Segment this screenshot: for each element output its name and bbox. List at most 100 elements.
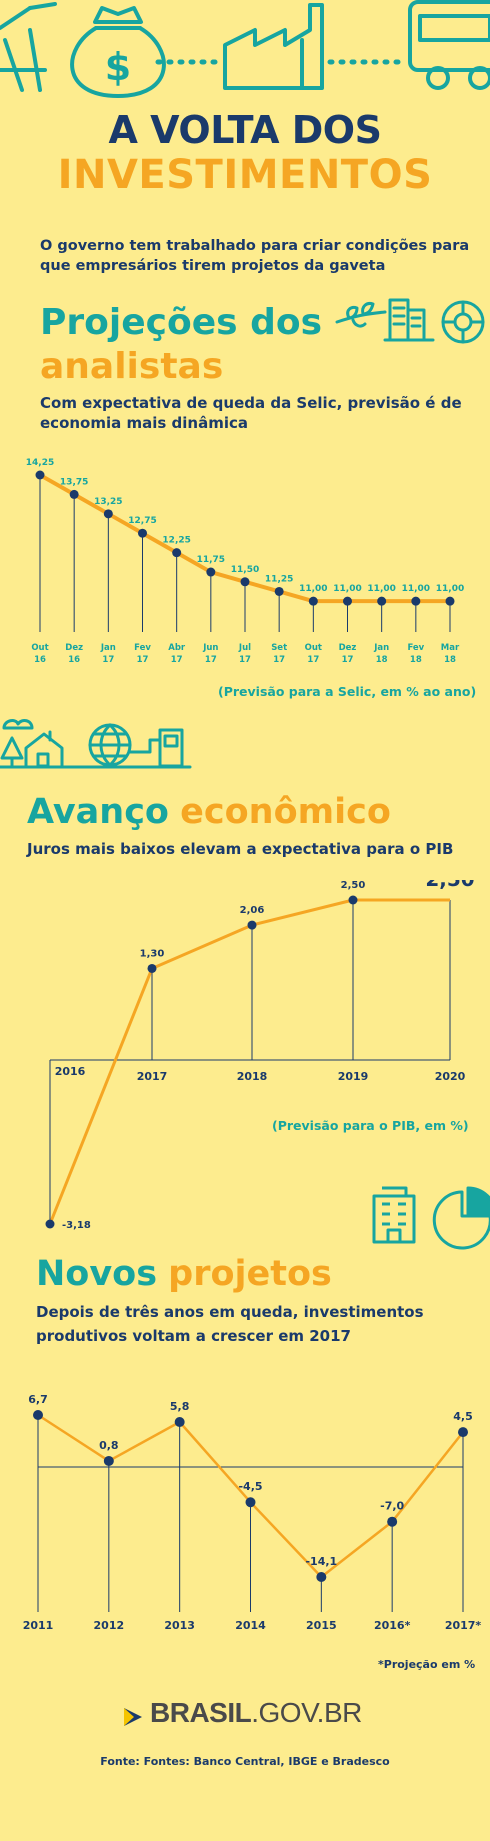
data-point — [274, 586, 284, 596]
section3-note: *Projeção em % — [378, 1658, 476, 1671]
data-label: -3,18 — [62, 1220, 91, 1231]
cloud-icon — [2, 719, 34, 730]
data-point — [69, 489, 79, 499]
house-icon — [24, 730, 64, 768]
data-label: 11,25 — [265, 574, 293, 584]
data-label: 12,75 — [128, 516, 156, 526]
data-point — [445, 596, 455, 606]
factory-icon — [223, 3, 324, 90]
tick-label: 17 — [273, 655, 285, 665]
tick-label: 17 — [137, 655, 149, 665]
brand-bold: BRASIL — [150, 1697, 252, 1728]
data-label: 11,00 — [402, 584, 430, 594]
data-point — [147, 963, 157, 973]
data-label: 13,25 — [94, 497, 122, 507]
data-label: 2,50 — [425, 880, 474, 891]
data-point — [174, 1417, 185, 1428]
data-label: -7,0 — [380, 1500, 404, 1513]
tick-label: Jun — [202, 643, 218, 653]
data-point — [458, 1427, 468, 1438]
data-label: 4,5 — [453, 1410, 473, 1423]
data-point — [377, 596, 387, 606]
data-point — [35, 470, 45, 480]
tick-label: Fev — [134, 643, 151, 653]
data-point — [245, 1497, 256, 1508]
data-label: 1,30 — [140, 948, 165, 959]
data-label: 11,75 — [197, 555, 225, 565]
data-label: 11,00 — [367, 584, 395, 594]
tick-label: 17 — [102, 655, 114, 665]
bus-icon — [408, 0, 490, 90]
tick-label: 2017* — [445, 1619, 482, 1632]
tick-label: Dez — [65, 643, 83, 653]
data-point — [103, 1455, 114, 1466]
section1-heading-orange: analistas — [40, 346, 224, 387]
brasil-logo-icon — [124, 1708, 142, 1726]
section1-note: (Previsão para a Selic, em % ao ano) — [218, 684, 477, 699]
data-label: 5,8 — [170, 1400, 190, 1413]
tick-label: 2011 — [23, 1619, 54, 1632]
data-label: 2,06 — [240, 905, 265, 916]
tick-label: 2019 — [338, 1070, 369, 1083]
data-point — [103, 509, 113, 519]
tick-label: Dez — [339, 643, 357, 653]
data-point — [172, 548, 182, 558]
branch-icon — [335, 302, 387, 328]
fuel-pump-icon — [128, 728, 184, 768]
data-point — [45, 1219, 55, 1229]
data-point — [206, 567, 216, 577]
tick-label: Jan — [100, 643, 116, 653]
series-line — [48, 898, 450, 1225]
tick-label: 17 — [342, 655, 354, 665]
tick-label: 2015 — [306, 1619, 337, 1632]
tick-label: Out — [305, 643, 322, 653]
dollar-sign-icon: $ — [105, 45, 131, 89]
tick-label: 17 — [205, 655, 217, 665]
building-icon — [372, 1186, 416, 1244]
data-label: -14,1 — [305, 1555, 337, 1568]
tick-label: Out — [31, 643, 48, 653]
section2-subtitle: Juros mais baixos elevam a expectativa p… — [27, 840, 454, 858]
data-label: 11,00 — [299, 584, 327, 594]
tick-label: Jan — [373, 643, 389, 653]
section1-illustration — [335, 298, 485, 344]
tick-label: 2016 — [55, 1065, 86, 1078]
tick-label: Fev — [407, 643, 424, 653]
pie-chart-icon — [432, 1186, 490, 1250]
tick-label: 2018 — [237, 1070, 268, 1083]
section2-heading-orange: econômico — [180, 792, 391, 832]
tick-label: 16 — [68, 655, 80, 665]
main-title-line2: INVESTIMENTOS — [57, 152, 433, 198]
globe-icon — [441, 300, 485, 344]
data-label: 6,7 — [28, 1393, 48, 1406]
buildings-icon — [383, 298, 435, 342]
oil-pump-icon — [0, 2, 57, 92]
data-point — [348, 895, 358, 905]
data-label: 2,50 — [341, 880, 366, 891]
tick-label: 2012 — [94, 1619, 125, 1632]
data-point — [240, 577, 250, 587]
tick-label: 2013 — [164, 1619, 195, 1632]
selic-chart: 14,25 Out 16 13,75 Dez 16 13,25 Jan 17 12,75 Fev 17… — [26, 458, 464, 665]
tick-label: 2014 — [235, 1619, 266, 1632]
section3-subtitle: Depois de três anos em queda, investimen… — [36, 1303, 424, 1345]
tick-label: 2016* — [374, 1619, 411, 1632]
globe-icon — [88, 723, 132, 767]
pib-chart: -3,18 1,30 2,06 2,50 2,50 2016 2017 2018 2019 202… — [45, 880, 475, 1231]
brand-name: BRASIL.GOV.BR — [150, 1697, 362, 1729]
tree-icon — [0, 736, 24, 768]
section1-subtitle: Com expectativa de queda da Selic, previ… — [40, 394, 462, 432]
data-point — [387, 1516, 398, 1527]
money-bag-icon — [70, 6, 166, 98]
section3-heading: Novos projetos — [36, 1254, 332, 1294]
tick-label: 18 — [410, 655, 422, 665]
tick-label: 17 — [171, 655, 183, 665]
tick-label: 17 — [307, 655, 319, 665]
data-label: 11,50 — [231, 565, 259, 575]
tick-label: 2020 — [435, 1070, 466, 1083]
data-point — [343, 596, 352, 606]
tick-label: 18 — [376, 655, 388, 665]
section2-illustration — [0, 719, 192, 769]
data-point — [316, 1572, 327, 1582]
section3-heading-teal: Novos — [36, 1254, 158, 1294]
